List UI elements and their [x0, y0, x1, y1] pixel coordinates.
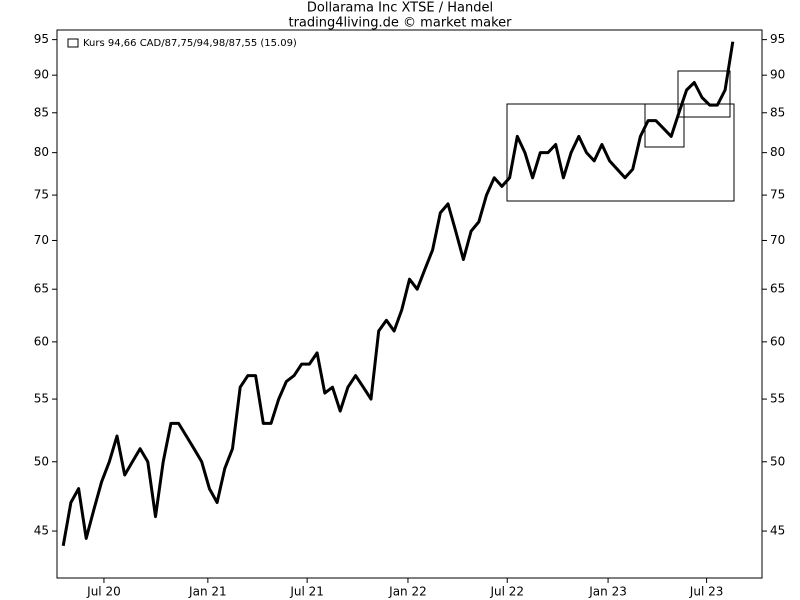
y-tick-label-right: 50	[770, 454, 785, 468]
x-tick-label: Jul 22	[489, 585, 524, 599]
y-tick-label: 90	[34, 68, 49, 82]
legend-label: Kurs 94,66 CAD/87,75/94,98/87,55 (15.09)	[83, 38, 297, 49]
price-line	[61, 41, 735, 547]
y-tick-label: 60	[34, 334, 49, 348]
y-tick-label: 80	[34, 145, 49, 159]
range-box	[506, 103, 735, 202]
y-tick-label: 70	[34, 233, 49, 247]
y-tick-label-right: 70	[770, 233, 785, 247]
x-tick-label: Jul 20	[86, 585, 121, 599]
y-tick-label-right: 45	[770, 524, 785, 538]
chart-title: Dollarama Inc XTSE / Handel	[307, 1, 493, 16]
legend-swatch	[67, 38, 79, 48]
x-tick-label: Jan 23	[588, 585, 627, 599]
y-tick-label-right: 55	[770, 392, 785, 406]
x-tick-label: Jan 21	[188, 585, 227, 599]
y-tick-label-right: 65	[770, 282, 785, 296]
y-tick-label: 55	[34, 392, 49, 406]
y-tick-label: 75	[34, 188, 49, 202]
y-tick-label-right: 90	[770, 68, 785, 82]
range-box	[677, 70, 731, 118]
x-tick-label: Jul 21	[289, 585, 324, 599]
chart-subtitle: trading4living.de © market maker	[288, 16, 512, 31]
y-tick-label: 85	[34, 105, 49, 119]
y-tick-label-right: 75	[770, 188, 785, 202]
y-tick-label-right: 85	[770, 105, 785, 119]
y-tick-label: 95	[34, 32, 49, 46]
y-tick-label-right: 60	[770, 334, 785, 348]
x-tick-label: Jul 23	[689, 585, 724, 599]
y-tick-label-right: 95	[770, 32, 785, 46]
y-tick-label-right: 80	[770, 145, 785, 159]
y-tick-label: 45	[34, 524, 49, 538]
y-tick-label: 50	[34, 454, 49, 468]
x-tick-label: Jan 22	[388, 585, 427, 599]
plot-frame	[56, 29, 763, 579]
y-tick-label: 65	[34, 282, 49, 296]
